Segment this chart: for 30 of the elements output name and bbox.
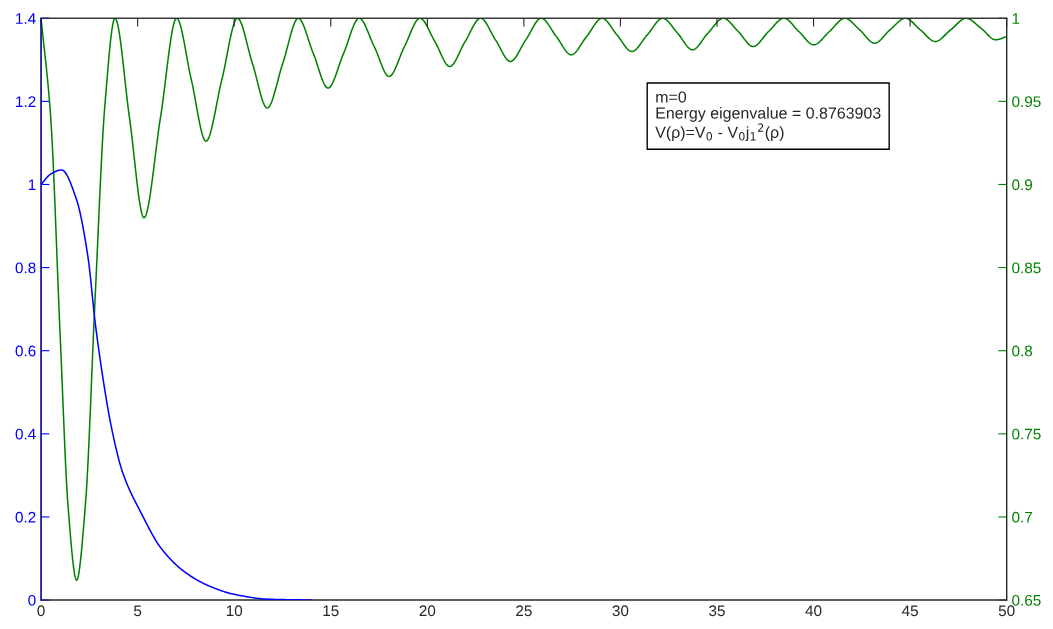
- y2-tick-label: 1: [1012, 13, 1020, 24]
- y-tick-label: 0: [28, 594, 36, 606]
- y-tick-label: 1.4: [16, 13, 36, 24]
- y2-tick-label: 0.9: [1012, 179, 1033, 191]
- y2-tick-label: 0.95: [1012, 96, 1041, 108]
- x-tick-label: 5: [133, 605, 142, 617]
- x-tick-label: 40: [805, 605, 822, 617]
- x-tick-label: 45: [901, 605, 918, 617]
- y2-tick-label: 0.75: [1012, 428, 1041, 440]
- y-tick-label: 1.2: [16, 96, 36, 107]
- y-tick-label: 0.6: [15, 345, 36, 357]
- y2-tick-label: 0.8: [1012, 345, 1033, 357]
- x-tick-label: 35: [709, 605, 725, 617]
- y-tick-label: 0.4: [15, 428, 36, 440]
- annotation: V(ρ)=V$_{0}$ - V$_{0}$j$_{1}$$^{2}$(ρ): [655, 123, 784, 142]
- annotation: Energy eigenvalue = 0.8763903: [656, 107, 881, 122]
- y-tick-label: 1: [28, 179, 36, 191]
- x-tick-label: 30: [612, 605, 629, 617]
- x-tick-label: 10: [226, 605, 243, 617]
- x-tick-label: 0: [37, 605, 45, 617]
- y-tick-label: 0.2: [15, 511, 36, 523]
- y-tick-label: 0.8: [15, 262, 36, 274]
- annotation: m=0: [656, 91, 687, 103]
- y2-tick-label: 0.7: [1012, 511, 1032, 523]
- x-tick-label: 15: [323, 605, 339, 617]
- x-tick-label: 50: [998, 605, 1015, 617]
- y2-tick-label: 0.85: [1012, 262, 1041, 274]
- x-tick-label: 25: [516, 605, 532, 617]
- y2-tick-label: 0.65: [1012, 594, 1041, 606]
- x-tick-label: 20: [419, 605, 436, 617]
